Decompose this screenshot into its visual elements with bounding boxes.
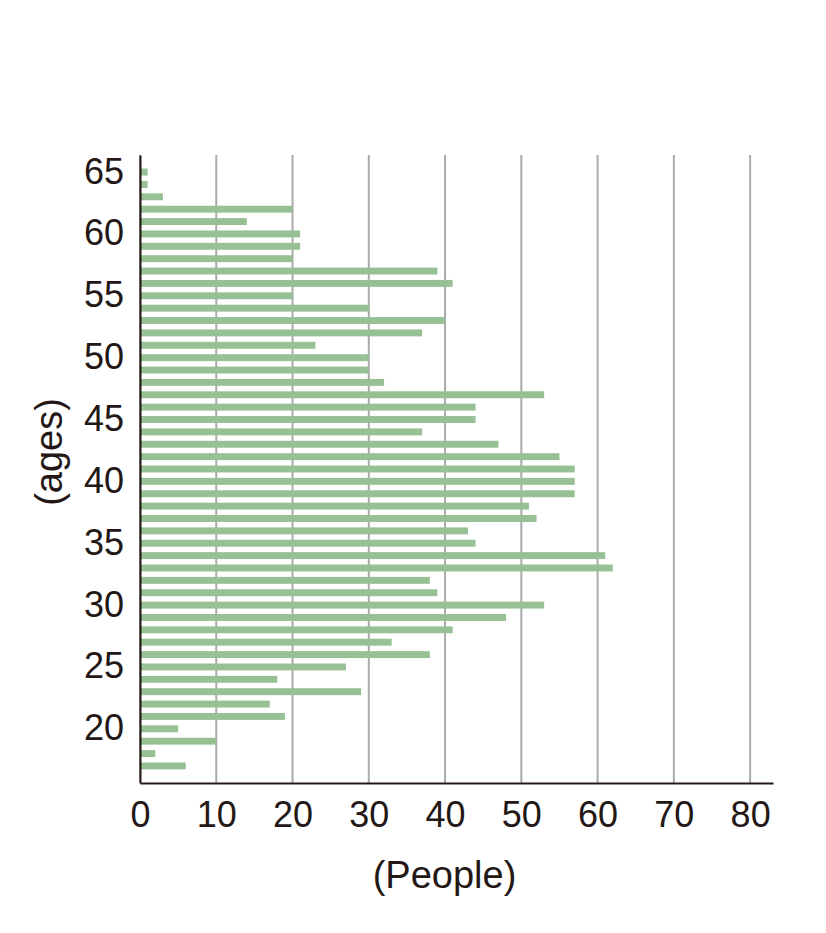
- x-tick-label: 80: [731, 794, 771, 835]
- y-tick-label: 35: [84, 522, 124, 563]
- bar: [140, 206, 293, 213]
- bar: [140, 218, 247, 225]
- y-tick: 30: [84, 584, 140, 625]
- bar: [140, 701, 270, 708]
- x-tick-label: 70: [654, 794, 694, 835]
- x-tick: 20: [273, 783, 313, 835]
- bar: [140, 725, 178, 732]
- bar: [140, 441, 498, 448]
- bar: [140, 614, 506, 621]
- y-tick-label: 25: [84, 645, 124, 686]
- y-tick: 60: [84, 212, 140, 253]
- chart: 0 10 20 30 40 50 60 70 80 20 25 30 35 40 45 50 55 60 65 (Pe…: [0, 0, 826, 933]
- x-tick-label: 30: [349, 794, 389, 835]
- x-tick-label: 40: [426, 794, 466, 835]
- x-tick-label: 10: [197, 794, 237, 835]
- bars: [140, 169, 613, 770]
- bar: [140, 676, 277, 683]
- x-tick: 80: [731, 783, 771, 835]
- y-tick-label: 20: [84, 707, 124, 748]
- y-tick: 40: [84, 460, 140, 501]
- bar: [140, 762, 186, 769]
- x-tick: 60: [578, 783, 618, 835]
- bar: [140, 268, 437, 275]
- bar: [140, 342, 315, 349]
- bar: [140, 466, 575, 473]
- bar: [140, 738, 216, 745]
- y-axis: 20 25 30 35 40 45 50 55 60 65: [84, 151, 141, 784]
- y-tick-label: 65: [84, 151, 124, 192]
- bar: [140, 193, 163, 200]
- bar: [140, 428, 422, 435]
- y-tick: 55: [84, 274, 140, 315]
- x-tick: 0: [130, 783, 150, 835]
- bar: [140, 453, 559, 460]
- y-tick-label: 60: [84, 212, 124, 253]
- y-tick-label: 45: [84, 398, 124, 439]
- bar: [140, 416, 476, 423]
- bar: [140, 478, 575, 485]
- bar: [140, 379, 384, 386]
- x-tick: 70: [654, 783, 694, 835]
- x-tick: 50: [502, 783, 542, 835]
- bar: [140, 540, 476, 547]
- bar: [140, 329, 422, 336]
- bar: [140, 292, 293, 299]
- x-axis-title: (People): [373, 854, 517, 896]
- bar: [140, 552, 605, 559]
- y-tick-label: 50: [84, 336, 124, 377]
- y-tick-label: 40: [84, 460, 124, 501]
- x-axis: 0 10 20 30 40 50 60 70 80: [130, 783, 773, 835]
- bar: [140, 651, 430, 658]
- grid-line: [673, 155, 675, 783]
- bar: [140, 354, 369, 361]
- x-tick-label: 20: [273, 794, 313, 835]
- y-tick-label: 30: [84, 584, 124, 625]
- bar: [140, 750, 155, 757]
- bar: [140, 713, 285, 720]
- bar: [140, 255, 293, 262]
- y-tick: 20: [84, 707, 140, 748]
- y-tick: 25: [84, 645, 140, 686]
- bar: [140, 490, 575, 497]
- bar: [140, 367, 369, 374]
- grid-line: [139, 155, 141, 783]
- bar: [140, 589, 437, 596]
- bar: [140, 243, 300, 250]
- y-tick: 35: [84, 522, 140, 563]
- x-tick-label: 50: [502, 794, 542, 835]
- bar: [140, 230, 300, 237]
- y-axis-line: [140, 156, 142, 784]
- bar: [140, 602, 544, 609]
- bar: [140, 515, 537, 522]
- bar: [140, 565, 613, 572]
- bar: [140, 626, 453, 633]
- y-tick: 65: [84, 151, 140, 192]
- grid-line: [597, 155, 599, 783]
- x-tick-label: 60: [578, 794, 618, 835]
- y-tick: 50: [84, 336, 140, 377]
- bar: [140, 688, 361, 695]
- bar: [140, 317, 445, 324]
- x-axis-line: [141, 783, 774, 785]
- bar: [140, 577, 430, 584]
- bar: [140, 503, 529, 510]
- bar: [140, 639, 392, 646]
- bar: [140, 404, 476, 411]
- bar: [140, 527, 468, 534]
- x-tick: 30: [349, 783, 389, 835]
- grid-line: [749, 155, 751, 783]
- bar: [140, 391, 544, 398]
- y-axis-title: (ages): [28, 398, 70, 506]
- bar: [140, 305, 369, 312]
- bar: [140, 663, 346, 670]
- grid: [140, 155, 750, 783]
- bar: [140, 280, 453, 287]
- x-tick: 10: [197, 783, 237, 835]
- x-tick: 40: [426, 783, 466, 835]
- y-tick-label: 55: [84, 274, 124, 315]
- y-tick: 45: [84, 398, 140, 439]
- x-tick-label: 0: [130, 794, 150, 835]
